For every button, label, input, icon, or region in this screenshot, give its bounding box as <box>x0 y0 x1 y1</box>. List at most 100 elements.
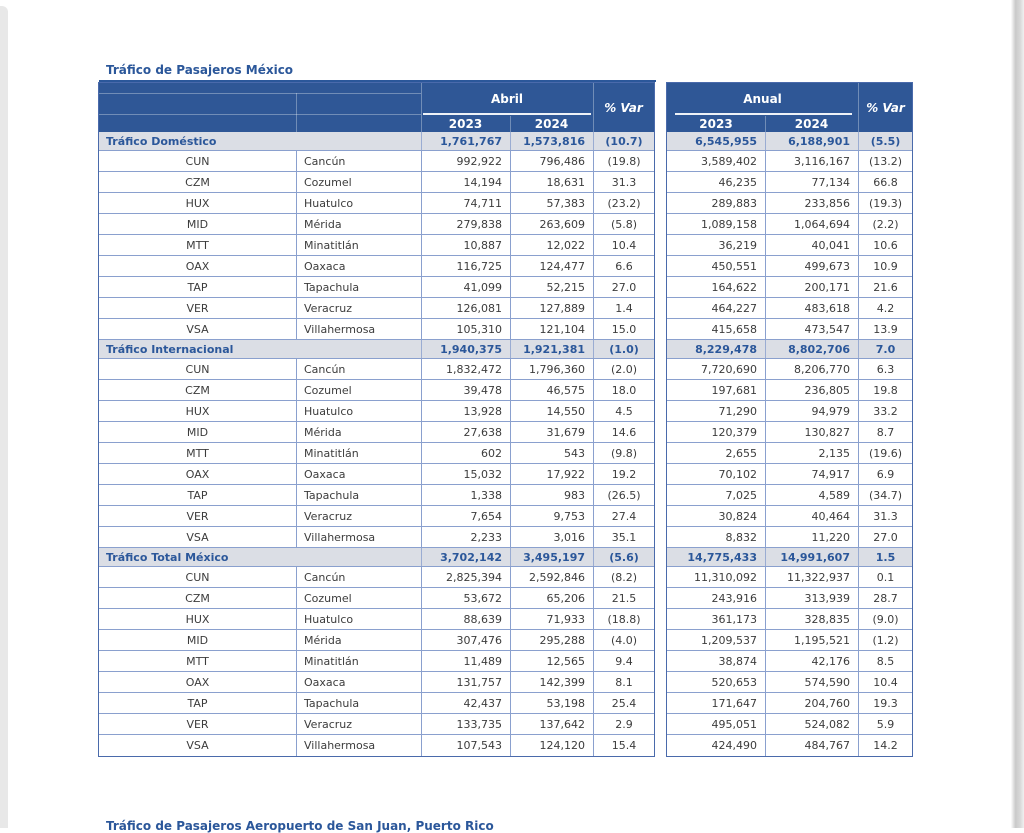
cell-2023-value: 2,233 <box>421 527 510 547</box>
cell-var-value: 27.0 <box>593 277 654 297</box>
cell-2023-value: 74,711 <box>421 193 510 213</box>
table-row: MTT Minatitlán 11,489 12,565 9.4 <box>99 651 654 672</box>
table-row: MID Mérida 27,638 31,679 14.6 <box>99 422 654 443</box>
table-row: CUN Cancún 1,832,472 1,796,360 (2.0) <box>99 359 654 380</box>
cell-var-value: (26.5) <box>593 485 654 505</box>
table-row: VSA Villahermosa 105,310 121,104 15.0 <box>99 319 654 340</box>
april-table: Abril 2023 2024 % Var Tráfico Doméstico 1… <box>98 82 655 757</box>
cell-2023-value: 7,654 <box>421 506 510 526</box>
cell-airport-name: Cancún <box>296 359 421 379</box>
table-row: 1,209,537 1,195,521 (1.2) <box>667 630 912 651</box>
cell-2023-value: 38,874 <box>718 654 758 668</box>
cell-2024-value: 12,565 <box>510 651 593 671</box>
table-row: 46,235 77,134 66.8 <box>667 172 912 193</box>
cell-2024-value: 77,134 <box>765 172 858 192</box>
cell-airport-name: Villahermosa <box>296 735 421 756</box>
table-row: CZM Cozumel 39,478 46,575 18.0 <box>99 380 654 401</box>
cell-airport-code: MTT <box>186 446 209 460</box>
cell-var-total: (10.7) <box>593 132 654 150</box>
table-row: 450,551 499,673 10.9 <box>667 256 912 277</box>
cell-var-value: 14.2 <box>858 735 912 756</box>
cell-airport-code: TAP <box>187 280 208 294</box>
cell-var-value: (18.8) <box>593 609 654 629</box>
cell-var-value: 33.2 <box>858 401 912 421</box>
cell-airport-code: OAX <box>185 467 210 481</box>
cell-2023-value: 415,658 <box>711 322 758 336</box>
cell-2024-value: 71,933 <box>510 609 593 629</box>
table-row: 36,219 40,041 10.6 <box>667 235 912 256</box>
header-gridline <box>593 83 594 132</box>
cell-airport-code: VER <box>186 301 209 315</box>
column-header-2024: 2024 <box>794 116 829 131</box>
cell-var-total: (5.5) <box>858 132 912 150</box>
cell-2024-total: 1,921,381 <box>510 340 593 358</box>
cell-var-value: 35.1 <box>593 527 654 547</box>
cell-var-value: 8.5 <box>858 651 912 671</box>
cell-2024-value: 57,383 <box>510 193 593 213</box>
cell-2023-value: 41,099 <box>421 277 510 297</box>
cell-2023-value: 42,437 <box>421 693 510 713</box>
cell-2024-value: 46,575 <box>510 380 593 400</box>
table-row: 424,490 484,767 14.2 <box>667 735 912 756</box>
cell-2023-value: 11,310,092 <box>694 570 757 584</box>
cell-2024-value: 52,215 <box>510 277 593 297</box>
table-row: TAP Tapachula 41,099 52,215 27.0 <box>99 277 654 298</box>
cell-2023-value: 197,681 <box>711 383 758 397</box>
cell-var-value: 21.6 <box>858 277 912 297</box>
cell-2023-value: 120,379 <box>711 425 758 439</box>
cell-2024-value: 130,827 <box>765 422 858 442</box>
cell-2023-value: 39,478 <box>421 380 510 400</box>
cell-2023-value: 361,173 <box>711 612 758 626</box>
header-gridline <box>421 83 422 132</box>
cell-var-value: 21.5 <box>593 588 654 608</box>
section-label: Tráfico Doméstico <box>106 134 217 148</box>
column-header-2024: 2024 <box>534 116 569 131</box>
cell-2023-value: 131,757 <box>421 672 510 692</box>
header-underline <box>675 113 852 115</box>
table-row: MID Mérida 307,476 295,288 (4.0) <box>99 630 654 651</box>
cell-2024-value: 263,609 <box>510 214 593 234</box>
table-row: 464,227 483,618 4.2 <box>667 298 912 319</box>
cell-2023-total: 6,545,955 <box>695 134 757 148</box>
annual-table: Anual 2023 2024 % Var 6,545,955 6,188,901… <box>666 82 913 757</box>
table-row: 361,173 328,835 (9.0) <box>667 609 912 630</box>
section-row: 8,229,478 8,802,706 7.0 <box>667 340 912 359</box>
cell-airport-name: Mérida <box>296 214 421 234</box>
cell-2023-value: 2,825,394 <box>421 567 510 587</box>
header-underline <box>423 113 591 115</box>
cell-2023-value: 464,227 <box>711 301 758 315</box>
cell-var-value: 10.4 <box>593 235 654 255</box>
header-gridline <box>858 83 859 132</box>
cell-2024-value: 204,760 <box>765 693 858 713</box>
cell-2024-value: 295,288 <box>510 630 593 650</box>
table-row: HUX Huatulco 13,928 14,550 4.5 <box>99 401 654 422</box>
cell-var-value: 5.9 <box>858 714 912 734</box>
cell-2023-value: 1,338 <box>421 485 510 505</box>
cell-var-total: 1.5 <box>858 548 912 566</box>
cell-airport-name: Oaxaca <box>296 256 421 276</box>
table-row: VER Veracruz 7,654 9,753 27.4 <box>99 506 654 527</box>
cell-2023-value: 992,922 <box>421 151 510 171</box>
cell-2024-value: 11,220 <box>765 527 858 547</box>
section-label: Tráfico Total México <box>106 550 229 564</box>
cell-var-value: 27.0 <box>858 527 912 547</box>
cell-2024-total: 3,495,197 <box>510 548 593 566</box>
cell-airport-code: VER <box>186 509 209 523</box>
cell-airport-name: Tapachula <box>296 485 421 505</box>
page-right-edge <box>1011 0 1024 828</box>
cell-airport-name: Mérida <box>296 630 421 650</box>
cell-var-value: 19.2 <box>593 464 654 484</box>
cell-var-value: (2.0) <box>593 359 654 379</box>
cell-2024-value: 53,198 <box>510 693 593 713</box>
cell-airport-code: VSA <box>186 739 209 752</box>
cell-var-value: (9.0) <box>858 609 912 629</box>
section-row: 6,545,955 6,188,901 (5.5) <box>667 132 912 151</box>
table-row: CZM Cozumel 14,194 18,631 31.3 <box>99 172 654 193</box>
cell-2024-value: 1,195,521 <box>765 630 858 650</box>
cell-2024-value: 2,135 <box>765 443 858 463</box>
cell-var-value: 31.3 <box>593 172 654 192</box>
cell-airport-code: MID <box>186 217 209 231</box>
cell-var-value: 8.7 <box>858 422 912 442</box>
cell-var-value: 15.4 <box>593 735 654 756</box>
cell-2023-value: 27,638 <box>421 422 510 442</box>
